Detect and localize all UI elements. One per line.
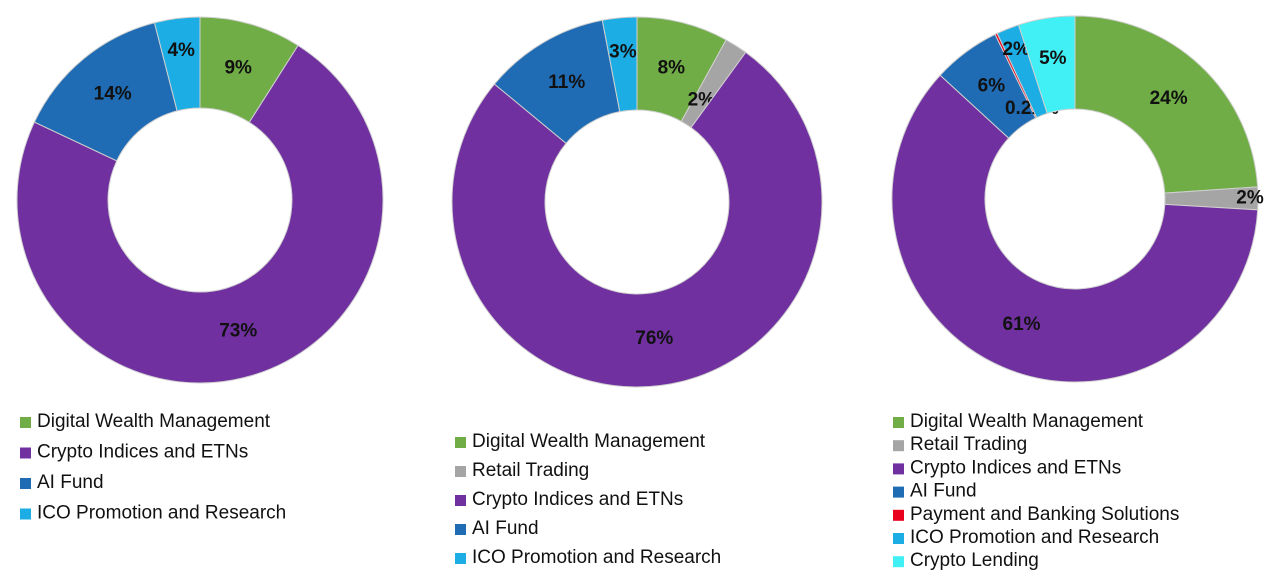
data-label: 24% [1150, 88, 1188, 109]
legend-label: Retail Trading [910, 434, 1027, 455]
legend-swatch [893, 533, 904, 544]
legend-swatch [893, 486, 904, 498]
legend-swatch [20, 417, 31, 428]
legend-swatch [20, 447, 31, 459]
legend-label: ICO Promotion and Research [910, 527, 1159, 548]
data-label: 6% [978, 76, 1006, 97]
legend-swatch [20, 508, 31, 520]
legend-swatch [20, 478, 31, 489]
legend-label: ICO Promotion and Research [37, 503, 286, 524]
legend-swatch [455, 553, 466, 564]
legend-label: Digital Wealth Management [37, 411, 271, 432]
legend-swatch [893, 440, 904, 452]
legend-label: Retail Trading [472, 460, 589, 481]
legend-label: Crypto Indices and ETNs [472, 489, 683, 510]
donut-slice [1017, 15, 1076, 115]
data-label: 2% [1002, 39, 1030, 60]
legend-label: Crypto Indices and ETNs [37, 442, 248, 463]
legend-swatch [455, 524, 466, 535]
donut-slice [601, 16, 638, 113]
legend-swatch [893, 556, 904, 568]
data-label: 76% [635, 328, 673, 349]
legend-swatch [455, 437, 466, 448]
legend-swatch [455, 466, 466, 477]
legend-label: ICO Promotion and Research [472, 547, 721, 568]
data-label: 8% [658, 57, 686, 78]
legend-label: Crypto Lending [910, 550, 1039, 571]
legend-label: AI Fund [910, 481, 977, 502]
donut-slice [1074, 15, 1259, 194]
data-label: 4% [167, 40, 195, 61]
legend-label: Digital Wealth Management [910, 411, 1144, 432]
data-label: 2% [1236, 187, 1264, 208]
data-label: 9% [224, 57, 252, 78]
legend-label: Payment and Banking Solutions [910, 504, 1179, 525]
legend-swatch [455, 495, 466, 506]
data-label: 73% [219, 321, 257, 342]
legend-label: Crypto Indices and ETNs [910, 457, 1121, 478]
data-label: 11% [548, 72, 585, 93]
data-label: 14% [94, 83, 132, 104]
donut-slice [891, 74, 1259, 383]
legend-swatch [893, 417, 904, 428]
donut-slice [153, 16, 201, 112]
donut-slice [16, 44, 384, 384]
legend-label: AI Fund [472, 518, 539, 539]
data-label: 3% [609, 42, 637, 63]
legend-label: Digital Wealth Management [472, 431, 706, 452]
donut-slice [451, 51, 823, 388]
legend-swatch [893, 509, 904, 521]
data-label: 5% [1039, 48, 1067, 69]
legend-label: AI Fund [37, 472, 104, 493]
legend-swatch [893, 463, 904, 475]
data-label: 61% [1003, 314, 1041, 335]
